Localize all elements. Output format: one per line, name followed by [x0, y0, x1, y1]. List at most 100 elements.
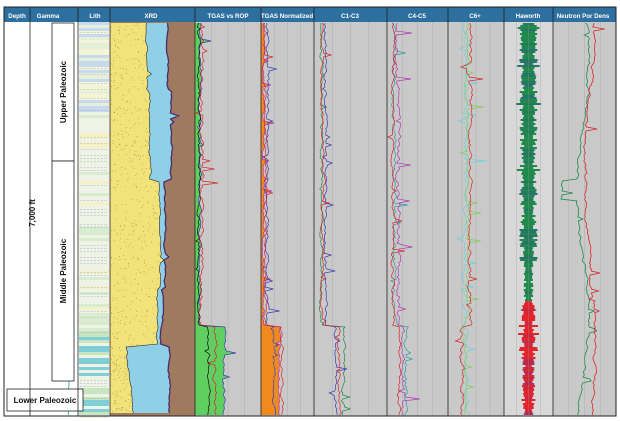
xrd-quartz-dot [114, 119, 115, 121]
xrd-quartz-dot [138, 118, 139, 119]
lith-bed [79, 202, 109, 205]
xrd-quartz-dot [119, 365, 121, 366]
xrd-quartz-dot [116, 146, 118, 148]
xrd-quartz-dot [137, 24, 138, 26]
xrd-quartz-dot [111, 229, 113, 231]
header-row: Depth Gamma Lith XRD TGAS vs ROP TGAS No… [4, 7, 616, 22]
xrd-quartz-dot [135, 143, 137, 145]
xrd-quartz-dot [134, 174, 136, 176]
lith-bed [79, 85, 109, 88]
xrd-quartz-dot [136, 344, 138, 346]
xrd-quartz-dot [117, 331, 119, 333]
xrd-quartz-dot [138, 108, 140, 110]
xrd-quartz-dot [120, 350, 122, 352]
xrd-quartz-dot [113, 57, 115, 59]
xrd-quartz-dot [119, 396, 121, 398]
xrd-quartz-dot [115, 367, 117, 369]
xrd-quartz-dot [131, 258, 133, 260]
xrd-quartz-dot [157, 278, 159, 280]
xrd-quartz-dot [151, 267, 153, 269]
xrd-quartz-dot [140, 213, 141, 215]
lith-bed [79, 394, 109, 397]
xrd-quartz-dot [130, 127, 131, 129]
xrd-quartz-dot [134, 154, 136, 156]
xrd-quartz-dot [145, 140, 147, 141]
xrd-quartz-dot [152, 233, 153, 235]
xrd-quartz-dot [133, 124, 135, 126]
xrd-quartz-dot [125, 279, 127, 281]
lith-bed [79, 349, 109, 352]
xrd-quartz-dot [113, 60, 114, 62]
xrd-quartz-dot [118, 312, 119, 314]
xrd-quartz-dot [145, 335, 146, 337]
lith-bed [79, 190, 109, 193]
xrd-quartz-dot [141, 246, 143, 248]
xrd-quartz-dot [112, 333, 113, 334]
lith-bed [79, 196, 109, 199]
xrd-quartz-dot [153, 207, 155, 209]
xrd-quartz-dot [142, 68, 144, 70]
xrd-quartz-dot [139, 64, 140, 66]
xrd-quartz-dot [119, 144, 121, 146]
xrd-quartz-dot [131, 28, 133, 30]
xrd-quartz-dot [111, 86, 112, 87]
xrd-quartz-dot [141, 178, 143, 179]
xrd-quartz-dot [125, 317, 127, 319]
xrd-quartz-dot [147, 201, 149, 202]
xrd-quartz-dot [126, 69, 128, 71]
xrd-quartz-area [110, 23, 164, 413]
xrd-quartz-dot [146, 128, 147, 130]
xrd-quartz-dot [129, 243, 131, 245]
xrd-quartz-dot [136, 199, 138, 201]
xrd-quartz-dot [127, 263, 129, 265]
lith-bed [79, 76, 109, 79]
xrd-quartz-dot [145, 116, 147, 118]
xrd-quartz-dot [115, 209, 116, 211]
xrd-quartz-dot [132, 231, 134, 233]
xrd-quartz-dot [136, 136, 138, 138]
xrd-quartz-dot [138, 154, 140, 156]
xrd-quartz-dot [153, 332, 155, 334]
lith-bed [79, 79, 109, 82]
xrd-quartz-dot [114, 112, 116, 114]
xrd-quartz-dot [138, 258, 139, 260]
header-haworth: Haworth [516, 13, 541, 20]
xrd-quartz-dot [112, 142, 114, 144]
xrd-quartz-dot [116, 338, 118, 339]
xrd-quartz-dot [119, 26, 121, 28]
lith-bed [79, 319, 109, 322]
xrd-quartz-dot [131, 112, 132, 114]
xrd-quartz-dot [117, 322, 119, 324]
xrd-quartz-dot [121, 133, 123, 135]
xrd-quartz-dot [111, 103, 113, 105]
xrd-quartz-dot [140, 220, 142, 222]
lith-bed [79, 172, 109, 175]
xrd-quartz-dot [111, 392, 113, 394]
xrd-quartz-dot [115, 307, 117, 309]
xrd-quartz-dot [115, 218, 116, 220]
xrd-quartz-dot [136, 173, 138, 175]
lith-bed [79, 100, 109, 103]
xrd-quartz-dot [119, 29, 120, 31]
xrd-quartz-dot [126, 410, 128, 412]
xrd-quartz-dot [127, 306, 129, 307]
xrd-quartz-dot [130, 321, 132, 323]
lith-bed [79, 400, 109, 403]
lith-bed [79, 373, 109, 376]
xrd-quartz-dot [131, 226, 133, 228]
xrd-quartz-dot [133, 222, 135, 224]
lith-bed [79, 268, 109, 271]
xrd-quartz-dot [125, 281, 127, 283]
xrd-quartz-dot [124, 296, 125, 297]
lith-bed [79, 265, 109, 268]
xrd-quartz-dot [114, 45, 116, 47]
xrd-quartz-dot [120, 259, 122, 260]
lith-bed [79, 94, 109, 97]
xrd-quartz-dot [115, 360, 117, 362]
xrd-quartz-dot [144, 273, 146, 275]
xrd-quartz-dot [142, 231, 144, 233]
xrd-quartz-dot [125, 204, 127, 206]
xrd-quartz-dot [143, 226, 144, 227]
xrd-quartz-dot [119, 67, 121, 69]
lith-bed [79, 112, 109, 115]
